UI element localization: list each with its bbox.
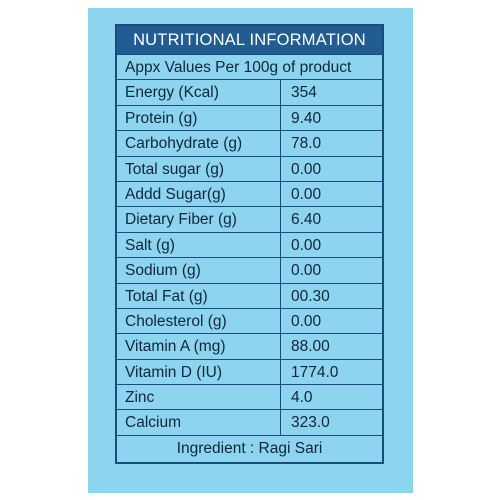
- nutrient-row: Dietary Fiber (g) 6.40: [117, 206, 382, 232]
- nutrient-name: Addd Sugar(g): [117, 181, 281, 207]
- nutrient-name: Total sugar (g): [117, 156, 281, 181]
- nutrient-name: Protein (g): [117, 105, 281, 131]
- nutrient-row: Zinc 4.0: [117, 384, 382, 410]
- nutrient-name: Calcium: [117, 410, 281, 435]
- nutrition-table: NUTRITIONAL INFORMATION Appx Values Per …: [115, 24, 384, 464]
- nutrient-value: 323.0: [291, 414, 330, 432]
- nutrient-value: 88.00: [291, 338, 330, 356]
- nutrient-row: Calcium 323.0: [117, 409, 382, 435]
- nutrient-row: Sodium (g) 0.00: [117, 257, 382, 283]
- nutrient-value: 4.0: [291, 389, 313, 407]
- nutrient-name: Carbohydrate (g): [117, 131, 281, 156]
- nutrient-value: 78.0: [291, 135, 322, 153]
- nutrition-title: NUTRITIONAL INFORMATION: [117, 26, 382, 54]
- nutrient-value: 00.30: [291, 287, 330, 305]
- nutrient-row: Vitamin A (mg) 88.00: [117, 333, 382, 359]
- nutrient-value: 1774.0: [291, 363, 339, 381]
- nutrient-row: Total sugar (g) 0.00: [117, 155, 382, 181]
- nutrient-name: Zinc: [117, 385, 281, 410]
- nutrient-name: Sodium (g): [117, 258, 281, 283]
- nutrient-name: Salt (g): [117, 232, 281, 258]
- nutrient-value: 354: [291, 84, 317, 102]
- nutrient-value: 0.00: [291, 312, 322, 330]
- nutrient-value: 0.00: [291, 160, 322, 178]
- nutrient-name: Energy (Kcal): [117, 80, 281, 105]
- nutrient-name: Total Fat (g): [117, 283, 281, 308]
- nutrient-name: Vitamin D (IU): [117, 359, 281, 385]
- nutrient-row: Cholesterol (g) 0.00: [117, 307, 382, 334]
- nutrient-name: Vitamin A (mg): [117, 334, 281, 359]
- ingredient-line: Ingredient : Ragi Sari: [117, 434, 382, 462]
- nutrient-row: Vitamin D (IU) 1774.0: [117, 358, 382, 385]
- nutrient-value: 0.00: [291, 262, 322, 280]
- nutrient-row: Carbohydrate (g) 78.0: [117, 130, 382, 156]
- nutrient-name: Cholesterol (g): [117, 308, 281, 334]
- nutrient-row: Salt (g) 0.00: [117, 231, 382, 258]
- nutrient-row: Energy (Kcal) 354: [117, 79, 382, 105]
- nutrient-name: Dietary Fiber (g): [117, 207, 281, 232]
- nutrient-value: 6.40: [291, 211, 322, 229]
- nutrient-value: 0.00: [291, 185, 322, 203]
- nutrient-value: 9.40: [291, 109, 322, 127]
- nutrient-row: Protein (g) 9.40: [117, 104, 382, 131]
- nutrition-subtitle: Appx Values Per 100g of product: [117, 54, 382, 79]
- nutrient-row: Addd Sugar(g) 0.00: [117, 180, 382, 207]
- nutrient-row: Total Fat (g) 00.30: [117, 282, 382, 308]
- nutrient-value: 0.00: [291, 236, 322, 254]
